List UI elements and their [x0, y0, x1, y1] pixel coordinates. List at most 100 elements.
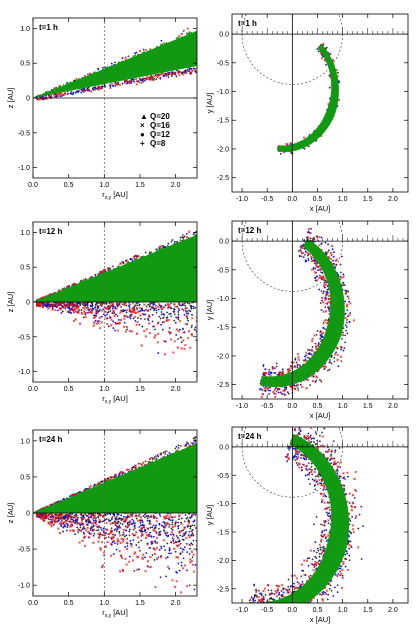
point-q20 — [161, 247, 165, 251]
point-q12 — [165, 534, 168, 537]
point-q16 — [138, 306, 141, 310]
point-q8 — [196, 530, 197, 533]
point-q20 — [103, 270, 107, 274]
point-q20 — [70, 284, 74, 287]
point-q16 — [183, 444, 186, 447]
point-q16 — [306, 235, 309, 239]
point-q12 — [320, 243, 323, 245]
point-q8 — [109, 309, 112, 312]
point-q8 — [117, 520, 120, 523]
point-q16 — [109, 522, 112, 525]
point-q12 — [342, 273, 345, 276]
point-q16 — [191, 69, 194, 73]
point-q16 — [329, 251, 333, 255]
point-q12 — [86, 304, 89, 307]
point-q8 — [345, 321, 348, 324]
point-q8 — [82, 514, 85, 517]
point-q8 — [159, 317, 162, 320]
point-q8 — [91, 309, 94, 312]
point-q8 — [177, 310, 180, 313]
point-q16 — [114, 82, 117, 85]
point-q16 — [97, 305, 100, 308]
point-q12 — [337, 365, 340, 368]
point-q16 — [310, 340, 314, 343]
point-q16 — [310, 255, 313, 258]
point-q12 — [320, 236, 323, 239]
point-q12 — [190, 530, 193, 532]
point-q16 — [147, 322, 151, 325]
point-q12 — [118, 473, 121, 476]
point-q12 — [66, 523, 69, 526]
point-q16 — [271, 367, 275, 370]
point-q12 — [269, 371, 272, 374]
point-q8 — [100, 480, 103, 483]
y-tick-label: -1.0 — [217, 89, 229, 96]
point-q20 — [187, 31, 191, 34]
point-q12 — [268, 371, 270, 373]
point-q12 — [49, 515, 52, 518]
point-q16 — [116, 81, 119, 84]
x-tick-label: -0.5 — [261, 403, 273, 410]
point-q20 — [34, 95, 37, 98]
point-q8 — [150, 456, 153, 459]
point-q12 — [87, 521, 90, 524]
point-q8 — [179, 542, 182, 545]
point-q8 — [118, 530, 121, 533]
point-q16 — [94, 314, 98, 317]
point-q8 — [111, 265, 114, 268]
point-q16 — [53, 95, 56, 98]
point-q8 — [333, 360, 336, 363]
point-q12 — [124, 529, 127, 532]
point-q12 — [156, 454, 159, 457]
point-q12 — [307, 231, 310, 234]
point-q16 — [125, 325, 129, 329]
y-tick-label: 0.0 — [219, 239, 229, 246]
point-q12 — [157, 352, 160, 354]
point-q16 — [125, 563, 128, 566]
point-q12 — [175, 445, 178, 448]
legend-symbol: ● — [140, 130, 145, 139]
point-q12 — [273, 367, 276, 369]
point-q12 — [92, 308, 95, 311]
point-q8 — [77, 531, 80, 534]
point-q8 — [84, 513, 87, 516]
y-tick-label: -2.5 — [217, 382, 229, 389]
point-q8 — [198, 520, 200, 522]
point-q16 — [280, 392, 284, 396]
y-axis-label: y [AU] — [205, 93, 214, 113]
point-q8 — [117, 513, 120, 516]
point-q16 — [334, 259, 338, 263]
point-q16 — [123, 303, 127, 307]
point-q12 — [96, 320, 99, 323]
point-q16 — [65, 519, 68, 522]
point-q16 — [289, 386, 293, 389]
point-q8 — [174, 523, 177, 526]
point-q8 — [193, 524, 196, 527]
point-q16 — [198, 299, 200, 301]
point-q8 — [123, 535, 126, 538]
point-q16 — [100, 86, 104, 90]
point-q16 — [325, 302, 328, 305]
point-q12 — [198, 298, 200, 300]
point-q12 — [318, 288, 321, 291]
point-q16 — [131, 306, 135, 310]
point-q8 — [136, 316, 139, 319]
point-q12 — [198, 548, 200, 550]
point-q16 — [99, 548, 102, 551]
point-q12 — [310, 353, 313, 356]
point-q20 — [86, 74, 90, 77]
point-q12 — [327, 243, 330, 246]
point-q20 — [37, 94, 40, 97]
point-q16 — [72, 302, 75, 305]
point-q16 — [289, 141, 292, 145]
x-tick-label: 1.0 — [99, 386, 109, 393]
point-q12 — [104, 85, 107, 88]
point-q12 — [161, 524, 164, 527]
point-q20 — [187, 32, 191, 36]
point-q16 — [119, 262, 122, 265]
point-q16 — [130, 330, 134, 333]
point-q12 — [63, 524, 66, 526]
point-q16 — [110, 304, 113, 308]
point-q20 — [178, 37, 182, 40]
point-q12 — [333, 251, 335, 254]
